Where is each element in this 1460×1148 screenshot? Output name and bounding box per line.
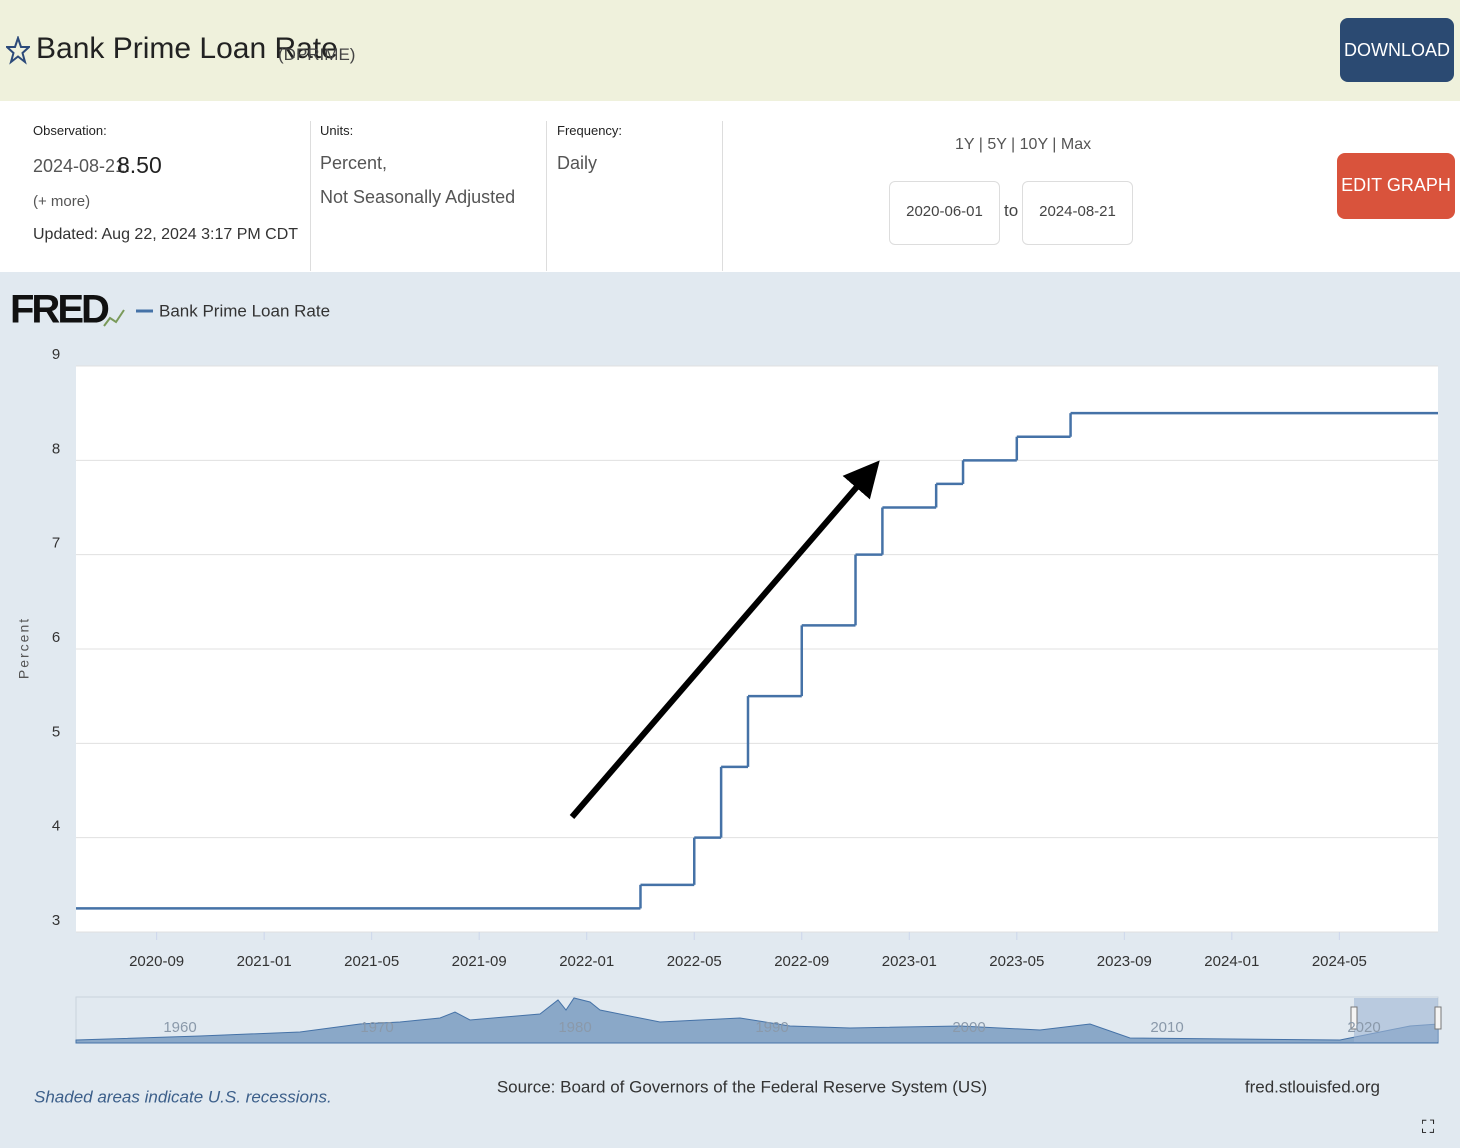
range-link[interactable]: 10Y: [1019, 136, 1048, 153]
freq-label: Frequency:: [557, 123, 623, 138]
more-link[interactable]: (+ more): [33, 193, 91, 210]
updated: Updated: Aug 22, 2024 3:17 PM CDT: [33, 226, 299, 243]
info-panel: Observation: 2024-08-21: 8.50 (+ more) U…: [0, 101, 1460, 272]
recession-note: Shaded areas indicate U.S. recessions.: [34, 1087, 332, 1106]
range-sep: |: [974, 136, 988, 153]
date-from-text: 2020-06-01: [906, 203, 983, 220]
x-tick-label: 2022-09: [774, 953, 829, 970]
x-tick-label: 2021-05: [344, 953, 399, 970]
navigator-selection[interactable]: [1354, 998, 1438, 1042]
fullscreen-icon[interactable]: ⛶: [1422, 1117, 1435, 1137]
navigator-label: 1960: [163, 1019, 196, 1036]
x-tick-label: 2023-05: [989, 953, 1044, 970]
navigator-label: 1990: [755, 1019, 788, 1036]
series-id: (DPRIME): [278, 45, 356, 64]
source: Source: Board of Governors of the Federa…: [497, 1077, 987, 1096]
edit-graph-button[interactable]: EDIT GRAPH ⚙: [1337, 153, 1455, 259]
y-tick-label: 6: [52, 629, 60, 646]
x-tick-label: 2024-01: [1204, 953, 1259, 970]
to-label: to: [1004, 201, 1019, 220]
navigator-label: 2010: [1150, 1019, 1183, 1036]
y-tick-label: 3: [52, 912, 60, 929]
navigator-handle[interactable]: [1434, 1006, 1442, 1030]
units-line: Percent,: [320, 153, 388, 173]
x-tick-label: 2023-01: [882, 953, 937, 970]
download-button[interactable]: DOWNLOAD ⬇: [1340, 18, 1454, 124]
date-from[interactable]: 2020-06-01: [889, 181, 1000, 245]
x-tick-label: 2021-01: [237, 953, 292, 970]
star-icon[interactable]: [6, 36, 30, 66]
download-label: DOWNLOAD: [1343, 40, 1450, 60]
title: Bank Prime Loan Rate: [36, 32, 338, 65]
logo: FRED: [10, 288, 109, 332]
navigator-handle[interactable]: [1350, 1006, 1358, 1030]
navigator-label: 1970: [360, 1019, 393, 1036]
range-link[interactable]: 5Y: [987, 136, 1007, 153]
units-label: Units:: [320, 123, 354, 138]
y-tick-label: 4: [52, 818, 60, 835]
range-link[interactable]: 1Y: [955, 136, 975, 153]
navigator-label: 1980: [558, 1019, 591, 1036]
y-tick-label: 9: [52, 346, 60, 363]
edit-graph-label: EDIT GRAPH: [1341, 175, 1451, 195]
range-sep: |: [1047, 136, 1061, 153]
x-tick-label: 2021-09: [452, 953, 507, 970]
x-tick-label: 2022-05: [667, 953, 722, 970]
range-sep: |: [1006, 136, 1020, 153]
logo-icon: [103, 309, 125, 327]
units-line: Not Seasonally Adjusted: [320, 187, 516, 207]
date-to[interactable]: 2024-08-21: [1022, 181, 1133, 245]
separator: [722, 121, 723, 271]
navigator-label: 2000: [952, 1019, 985, 1036]
header: Bank Prime Loan Rate (DPRIME) DOWNLOAD ⬇: [0, 0, 1460, 124]
chart: FRED ⛶ 3 4 5 6 7 8 9 2020-09 2021-01 2021-05 2021-…: [0, 272, 1460, 1148]
date-to-text: 2024-08-21: [1039, 203, 1116, 220]
y-tick-label: 5: [52, 723, 60, 740]
obs-date: 2024-08-21:: [33, 156, 131, 176]
separator: [310, 121, 311, 271]
legend-label: Bank Prime Loan Rate: [159, 301, 330, 320]
obs-value: 8.50: [117, 152, 162, 178]
navigator-label: 2020: [1347, 1019, 1380, 1036]
site: fred.stlouisfed.org: [1245, 1077, 1380, 1096]
x-tick-label: 2024-05: [1312, 953, 1367, 970]
separator: [546, 121, 547, 271]
range-links: 1Y | 5Y | 10Y | Max: [955, 136, 1091, 154]
freq-value: Daily: [557, 153, 598, 173]
annotation-arrow: [569, 460, 880, 819]
x-tick-label: 2022-01: [559, 953, 614, 970]
y-tick-label: 7: [52, 535, 60, 552]
range-link[interactable]: Max: [1060, 136, 1092, 153]
y-tick-label: 8: [52, 440, 60, 457]
obs-label: Observation:: [33, 123, 107, 138]
y-axis-label: Percent: [16, 617, 32, 679]
x-tick-label: 2023-09: [1097, 953, 1152, 970]
x-tick-label: 2020-09: [129, 953, 184, 970]
